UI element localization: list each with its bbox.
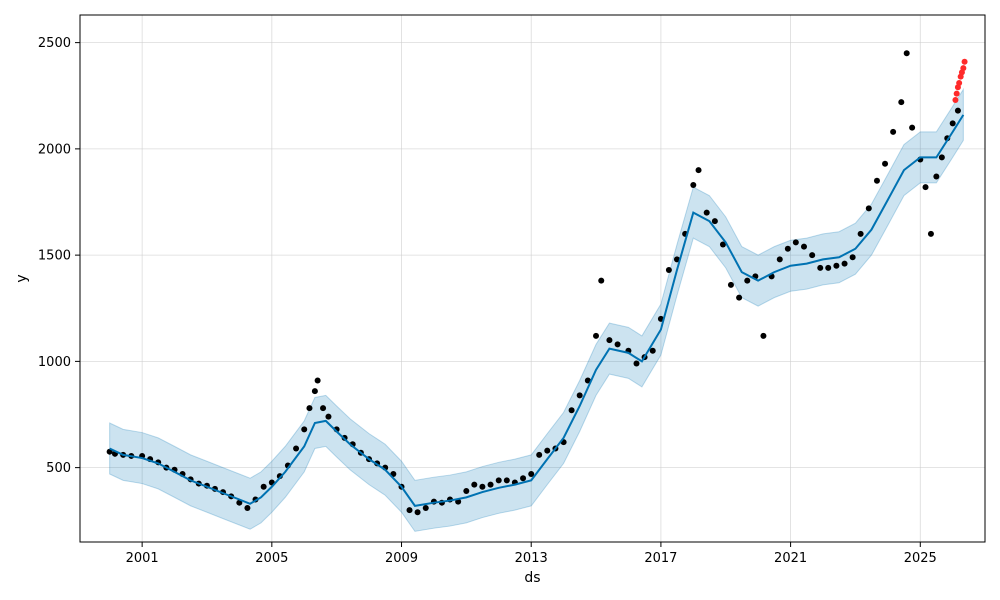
observed-point xyxy=(744,277,751,284)
y-axis: 500 1000 1500 2000 2500 xyxy=(38,36,80,476)
observed-point xyxy=(463,488,470,494)
observed-point xyxy=(236,499,243,506)
observed-point xyxy=(584,377,591,384)
observed-point xyxy=(325,413,332,420)
observed-point xyxy=(576,392,583,399)
observed-point xyxy=(306,405,313,412)
observed-point xyxy=(719,241,726,248)
observed-point xyxy=(833,262,840,269)
observed-point xyxy=(927,230,934,237)
observed-point xyxy=(244,505,251,511)
observed-point xyxy=(422,505,429,511)
observed-point xyxy=(703,209,710,216)
x-tick-label: 2005 xyxy=(255,551,288,566)
observed-point xyxy=(792,239,799,246)
observed-point xyxy=(293,445,300,452)
observed-point xyxy=(817,264,824,271)
observed-point xyxy=(711,218,718,225)
observed-point xyxy=(873,177,880,184)
observed-point xyxy=(857,230,864,237)
y-tick-label: 2500 xyxy=(38,36,71,51)
plot-frame xyxy=(79,14,986,543)
observed-point xyxy=(825,264,832,271)
observed-point xyxy=(949,120,956,127)
observed-point xyxy=(933,173,940,180)
observed-point xyxy=(503,477,510,484)
x-tick-label: 2009 xyxy=(385,551,418,566)
observed-point xyxy=(736,294,743,301)
x-tick-label: 2001 xyxy=(126,551,159,566)
observed-point xyxy=(784,245,791,252)
observed-point xyxy=(954,107,961,114)
recent-actual-point xyxy=(961,58,968,65)
observed-point xyxy=(633,360,640,367)
y-tick-label: 500 xyxy=(46,461,71,476)
observed-point xyxy=(593,332,600,339)
observed-point xyxy=(865,205,872,212)
observed-point xyxy=(673,256,680,263)
observed-point xyxy=(406,507,413,514)
observed-point xyxy=(890,128,897,135)
observed-point xyxy=(311,388,318,395)
observed-point xyxy=(528,471,535,477)
y-tick-label: 2000 xyxy=(38,142,71,157)
observed-point xyxy=(882,160,889,167)
observed-point xyxy=(606,337,613,344)
recent-actual-point xyxy=(952,97,959,103)
recent-actuals-layer xyxy=(952,58,968,103)
y-axis-label: y xyxy=(14,274,30,282)
forecast-line xyxy=(109,114,965,507)
observed-point xyxy=(260,483,267,490)
observed-point xyxy=(487,481,494,488)
observed-point xyxy=(414,509,421,516)
observed-point xyxy=(841,260,848,267)
observed-point xyxy=(909,124,916,131)
observed-point xyxy=(849,254,856,261)
observed-point xyxy=(903,50,910,57)
observed-point xyxy=(690,182,697,188)
observed-point xyxy=(695,167,702,174)
observed-point xyxy=(520,475,527,482)
observed-point xyxy=(479,483,486,490)
observed-point xyxy=(649,347,656,354)
gridlines xyxy=(80,15,985,542)
observed-point xyxy=(898,99,905,106)
x-tick-label: 2017 xyxy=(644,551,677,566)
forecast-line-layer xyxy=(109,114,965,507)
observed-point xyxy=(495,477,502,484)
y-tick-label: 1000 xyxy=(38,355,71,370)
observed-point xyxy=(760,332,767,339)
observed-point xyxy=(614,341,621,348)
recent-actual-point xyxy=(953,90,960,97)
observed-point xyxy=(320,405,327,412)
observed-point xyxy=(938,154,945,161)
recent-actual-point xyxy=(956,80,963,86)
x-tick-label: 2021 xyxy=(774,551,807,566)
recent-actual-point xyxy=(960,65,967,72)
x-tick-label: 2025 xyxy=(904,551,937,566)
observed-point xyxy=(922,184,929,191)
observed-point xyxy=(727,281,734,288)
observed-point xyxy=(568,407,575,414)
observed-point xyxy=(314,377,321,384)
observed-point xyxy=(598,277,605,284)
x-axis-label: ds xyxy=(524,570,540,586)
x-axis: 2001 2005 2009 2013 2017 2021 2025 xyxy=(126,542,937,566)
observed-point xyxy=(536,451,543,458)
observed-point xyxy=(301,426,308,433)
observed-point xyxy=(665,267,672,273)
observed-point xyxy=(809,252,816,259)
observed-point xyxy=(801,243,807,250)
observed-point xyxy=(776,256,783,263)
x-tick-label: 2013 xyxy=(515,551,548,566)
observed-point xyxy=(544,447,551,454)
y-tick-label: 1500 xyxy=(38,249,71,264)
observed-point xyxy=(471,481,478,488)
